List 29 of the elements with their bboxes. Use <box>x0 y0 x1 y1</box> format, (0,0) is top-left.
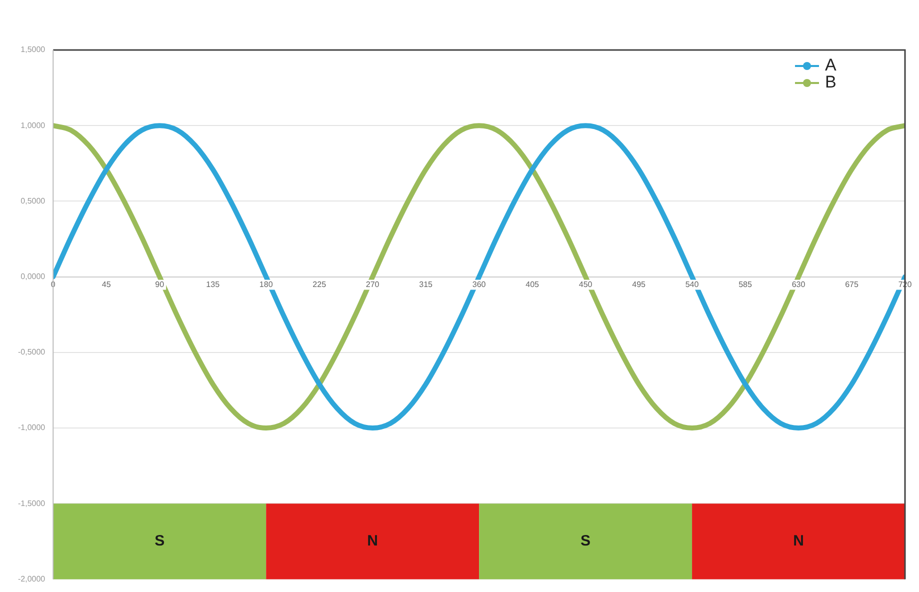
y-tick-label: -1,0000 <box>18 423 46 432</box>
x-tick-label: 135 <box>206 280 220 290</box>
x-tick-label: 360 <box>472 280 486 290</box>
y-tick-label: -2,0000 <box>18 574 46 584</box>
band-label: S <box>580 532 591 550</box>
x-tick-label: 45 <box>102 280 112 290</box>
band-label: S <box>154 532 165 550</box>
x-tick-label: 405 <box>526 280 540 290</box>
x-tick-label: 270 <box>366 280 380 290</box>
y-tick-label: -1,5000 <box>18 498 46 508</box>
y-tick-label: 0,5000 <box>20 196 46 206</box>
x-tick-label: 180 <box>259 280 274 290</box>
band-label: N <box>367 532 378 550</box>
x-tick-label: 585 <box>738 280 752 290</box>
x-tick-label: 630 <box>792 280 806 290</box>
legend-label: A <box>825 56 837 75</box>
y-tick-label: 0,0000 <box>20 272 46 282</box>
x-tick-label: 450 <box>578 280 593 290</box>
y-tick-label: 1,5000 <box>20 45 46 54</box>
x-tick-label: 540 <box>685 280 700 290</box>
x-tick-label: 90 <box>155 280 165 290</box>
x-tick-label: 225 <box>312 280 327 290</box>
x-tick-label: 315 <box>419 280 434 290</box>
y-tick-label: 1,0000 <box>20 120 46 130</box>
x-tick-label: 495 <box>632 280 646 290</box>
band-label: N <box>793 532 804 550</box>
legend-label: B <box>825 72 836 92</box>
x-tick-label: 675 <box>845 280 859 290</box>
y-tick-label: -0,5000 <box>18 348 46 357</box>
